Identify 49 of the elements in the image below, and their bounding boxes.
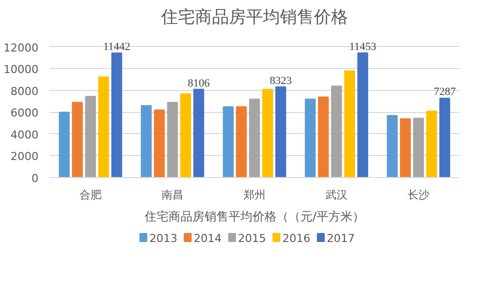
- bar: [180, 93, 192, 178]
- bar: [275, 86, 286, 178]
- x-tick-label: 合肥: [80, 188, 102, 202]
- x-tick-label: 武汉: [326, 188, 348, 202]
- bar: [439, 98, 450, 178]
- data-label: 8323: [270, 74, 292, 87]
- x-axis-title: 住宅商品房销售平均价格（（元/平方米）: [143, 210, 365, 224]
- bar: [249, 98, 260, 178]
- bar: [331, 86, 342, 178]
- x-tick-label: 郑州: [244, 188, 266, 202]
- y-tick-label: 12000: [4, 41, 39, 54]
- y-tick-label: 8000: [10, 84, 39, 98]
- bar: [344, 70, 356, 178]
- bar: [193, 88, 204, 178]
- data-label: 11453: [349, 40, 377, 53]
- y-tick-label: 6000: [10, 106, 39, 120]
- bar: [222, 106, 234, 178]
- y-tick-label: 0: [32, 172, 38, 185]
- bar: [400, 118, 411, 178]
- y-tick-label: 2000: [10, 150, 39, 164]
- bar: [140, 105, 152, 178]
- x-tick-label: 长沙: [408, 188, 430, 202]
- bar: [426, 110, 438, 178]
- legend-label: 2017: [326, 232, 355, 245]
- bar: [167, 102, 178, 178]
- chart-title: 住宅商品房平均销售价格: [160, 8, 348, 28]
- y-tick-label: 10000: [4, 63, 39, 76]
- legend-label: 2014: [194, 232, 222, 245]
- data-label: 11442: [103, 40, 130, 53]
- bar: [72, 102, 83, 178]
- bar: [357, 52, 368, 178]
- bar: [58, 112, 70, 178]
- bar: [85, 96, 96, 178]
- legend-label: 2015: [238, 232, 266, 245]
- bar: [111, 52, 122, 178]
- bar: [304, 98, 316, 178]
- legend-label: 2013: [149, 232, 178, 245]
- bar: [98, 76, 110, 178]
- y-tick-label: 4000: [10, 128, 39, 142]
- bar: [413, 118, 424, 178]
- x-tick-label: 南昌: [162, 188, 184, 202]
- data-label: 7287: [434, 86, 456, 98]
- bar: [386, 114, 398, 178]
- bar: [236, 106, 247, 178]
- data-label: 8106: [188, 77, 210, 90]
- legend-label: 2016: [282, 232, 310, 245]
- bar: [262, 88, 274, 178]
- bar: [154, 110, 165, 178]
- bar: [318, 96, 329, 178]
